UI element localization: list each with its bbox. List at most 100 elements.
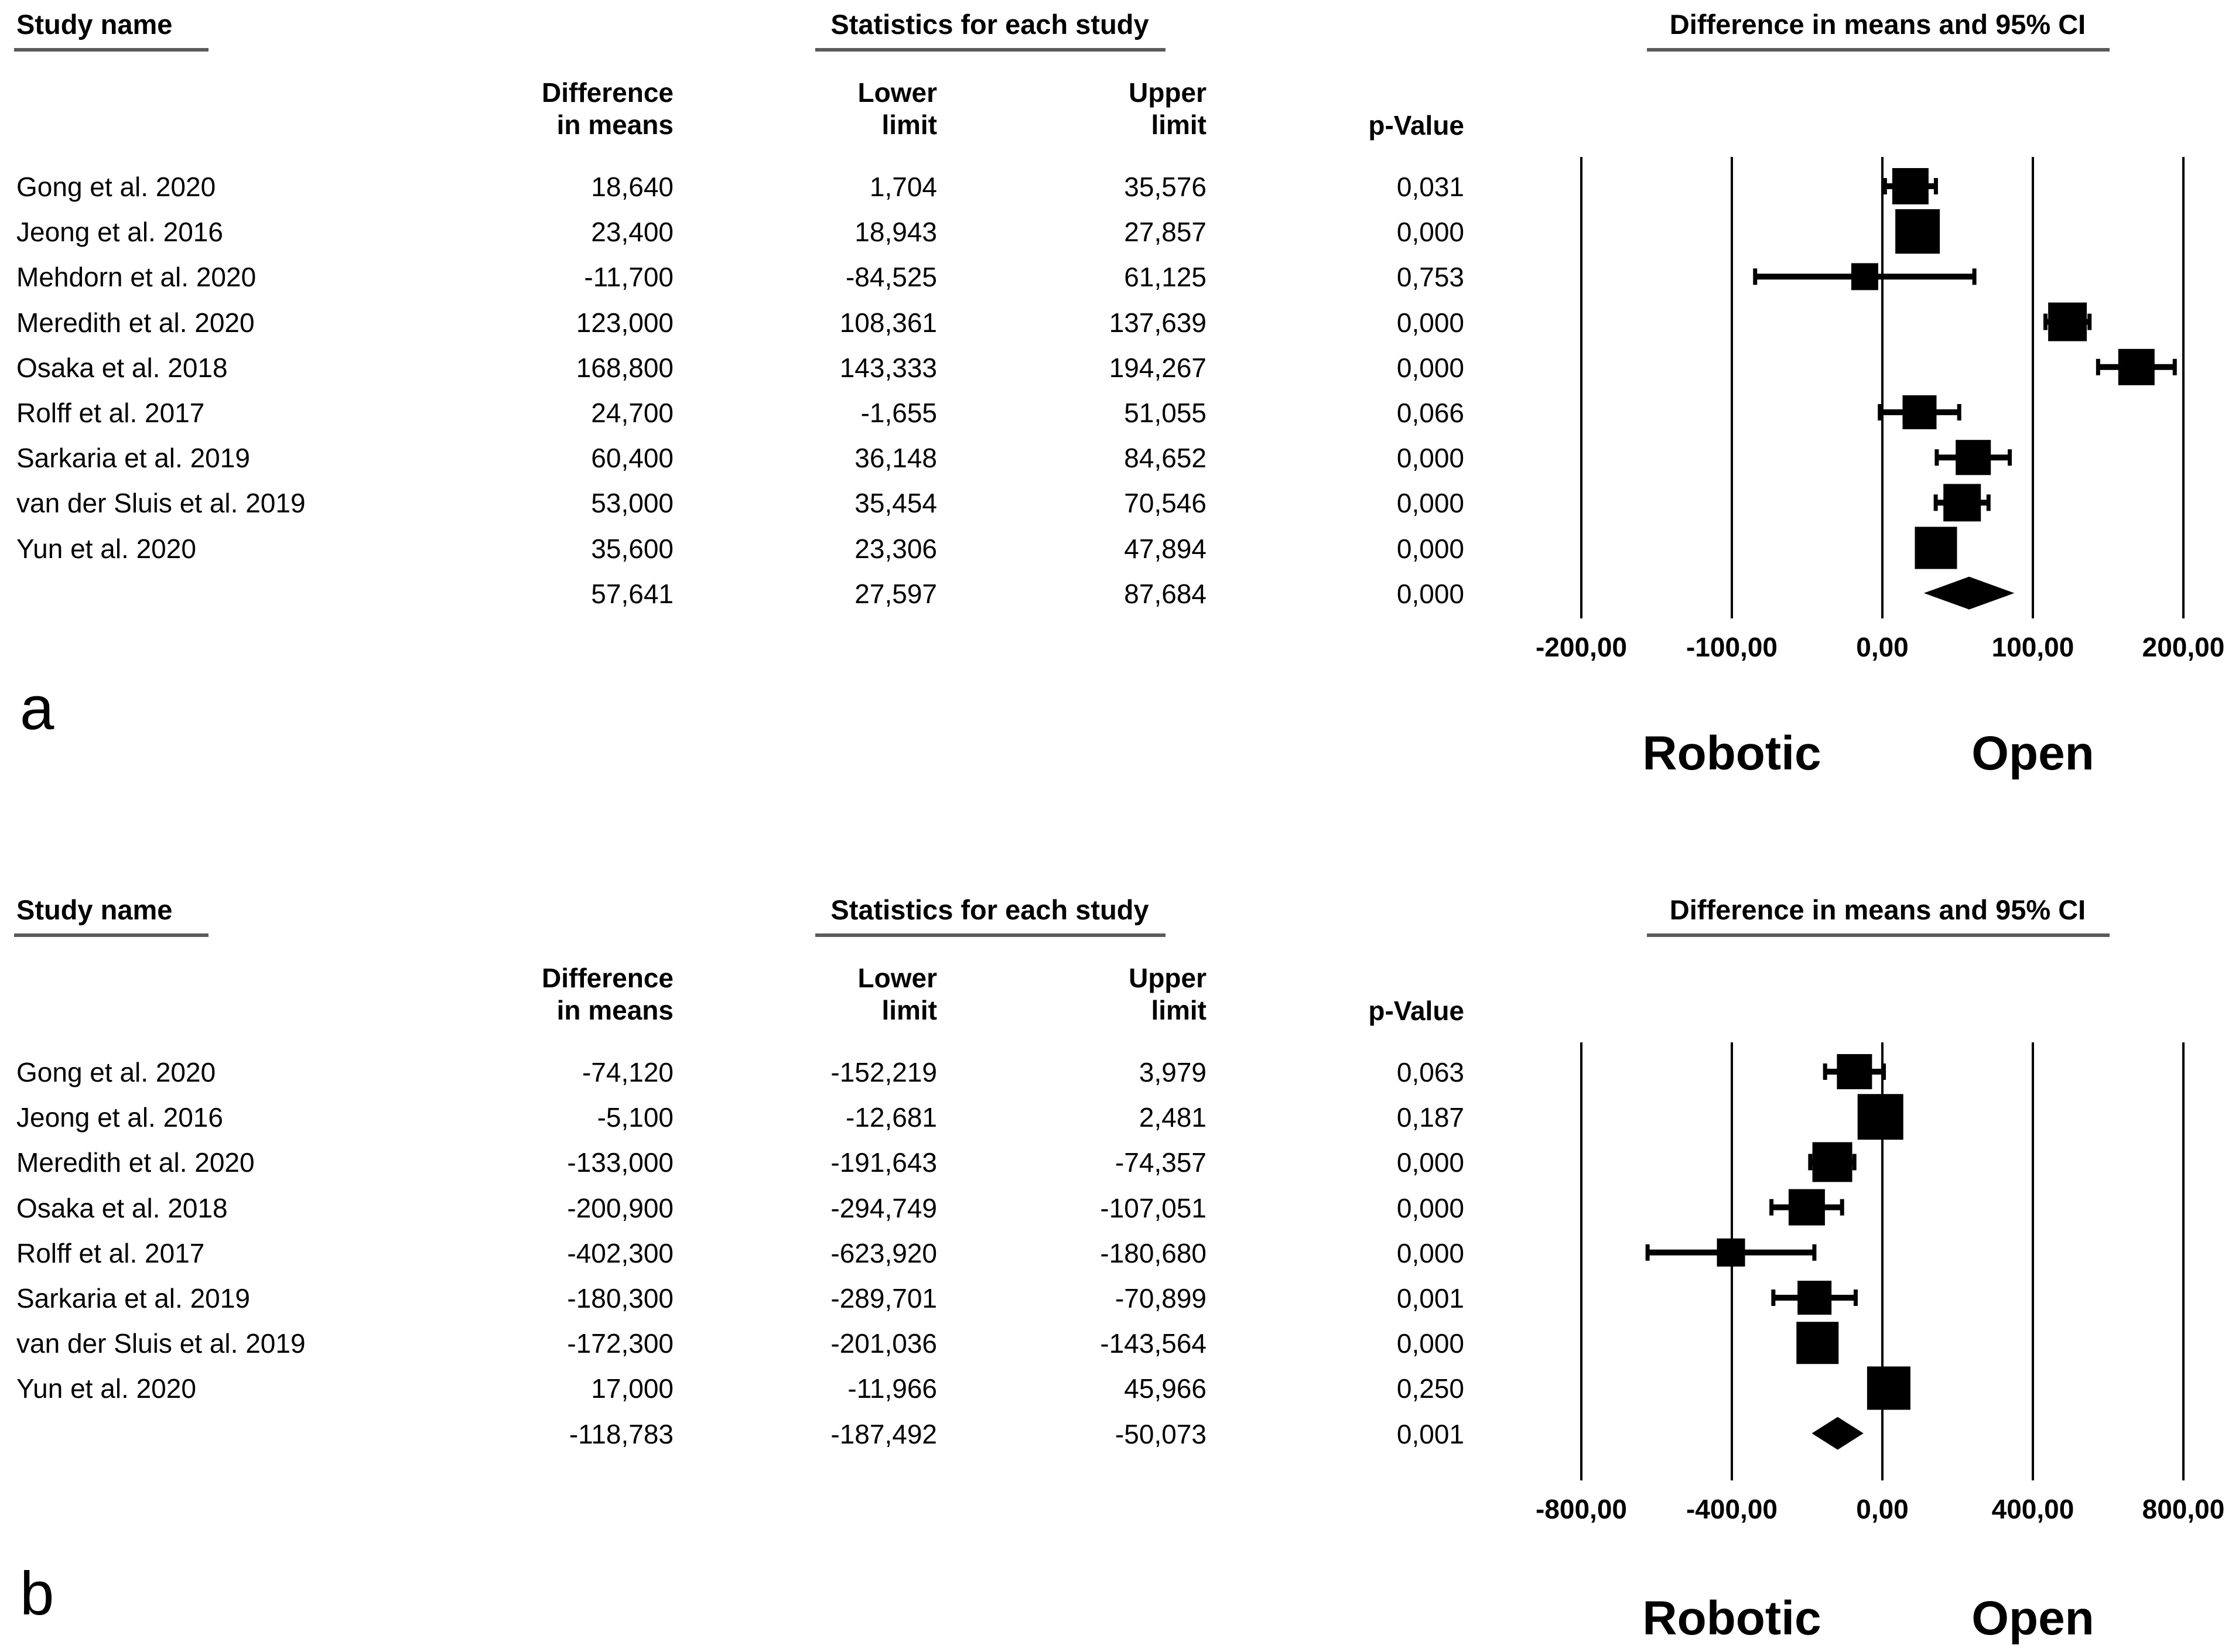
axis-tick-label: 800,00	[2142, 1494, 2225, 1524]
axis-tick-label: -200,00	[1535, 632, 1627, 662]
group-labels: Robotic Open	[0, 1591, 2232, 1652]
study-marker	[2048, 302, 2087, 341]
study-name: Gong et al. 2020	[16, 1057, 216, 1087]
study-marker	[1943, 484, 1981, 522]
upper-limit-value: 47,894	[1124, 533, 1206, 564]
table-row: Rolff et al. 2017 24,700 -1,655 51,055 0,066	[0, 395, 1529, 431]
axis-labels: -800,00 -400,00 0,00 400,00 800,00	[0, 1493, 2232, 1534]
p-value: 0,000	[1396, 488, 1464, 519]
lower-limit-value: 23,306	[854, 533, 937, 564]
overall-difference-value: 57,641	[591, 578, 674, 609]
upper-limit-value: -180,680	[1100, 1237, 1206, 1268]
group-labels: Robotic Open	[0, 726, 2232, 791]
study-name: Meredith et al. 2020	[16, 307, 255, 338]
column-header-line: Upper	[1129, 77, 1206, 108]
overall-row: -118,783 -187,492 -50,073 0,001	[0, 1416, 1529, 1452]
lower-limit-value: 143,333	[839, 352, 937, 383]
p-value: 0,250	[1396, 1373, 1464, 1404]
study-name-header: Study name	[16, 9, 173, 40]
p-value: 0,001	[1396, 1283, 1464, 1314]
lower-limit-value: -201,036	[830, 1328, 937, 1359]
column-header-line: Difference	[542, 77, 674, 108]
study-name: Sarkaria et al. 2019	[16, 1283, 250, 1314]
group-label-left: Robotic	[1642, 727, 1821, 780]
upper-limit-value: -143,564	[1100, 1328, 1206, 1359]
upper-limit-value: 35,576	[1124, 172, 1206, 202]
overall-p-value: 0,001	[1396, 1418, 1464, 1449]
panel-letter: a	[20, 674, 54, 743]
p-value: 0,066	[1396, 398, 1464, 428]
difference-in-means-value: 35,600	[591, 533, 674, 564]
column-header-p-value: p-Value	[1318, 110, 1464, 142]
upper-limit-value: 70,546	[1124, 488, 1206, 519]
table-row: Rolff et al. 2017 -402,300 -623,920 -180,68…	[0, 1235, 1529, 1271]
lower-limit-value: -84,525	[845, 262, 937, 293]
column-header-difference-in-means: Difference in means	[486, 77, 674, 141]
axis-labels: -200,00 -100,00 0,00 100,00 200,00	[0, 631, 2232, 672]
ci-underline	[1647, 933, 2110, 937]
study-name: Gong et al. 2020	[16, 172, 216, 202]
study-marker	[1797, 1281, 1832, 1315]
p-value: 0,000	[1396, 307, 1464, 338]
column-header-line: Lower	[857, 77, 937, 108]
study-name: Yun et al. 2020	[16, 1373, 196, 1404]
axis-tick-label: 200,00	[2142, 632, 2225, 662]
lower-limit-value: -1,655	[860, 398, 937, 428]
lower-limit-value: -294,749	[830, 1192, 937, 1223]
study-name: Osaka et al. 2018	[16, 1192, 228, 1223]
table-row: Osaka et al. 2018 168,800 143,333 194,267 0,…	[0, 350, 1529, 386]
study-marker	[1956, 440, 1991, 476]
axis-tick-label: 0,00	[1856, 1494, 1909, 1524]
group-label-right: Open	[1971, 727, 2094, 780]
group-label-left: Robotic	[1642, 1592, 1821, 1645]
axis-tick-label: -100,00	[1686, 632, 1778, 662]
difference-in-means-value: -180,300	[567, 1283, 674, 1314]
table-row: Mehdorn et al. 2020 -11,700 -84,525 61,125 0…	[0, 259, 1529, 295]
study-marker	[1717, 1238, 1745, 1267]
stats-header: Statistics for each study	[830, 894, 1149, 925]
table-row: Gong et al. 2020 -74,120 -152,219 3,979 0,06…	[0, 1054, 1529, 1090]
study-name: van der Sluis et al. 2019	[16, 1328, 306, 1359]
study-marker	[2118, 348, 2155, 385]
p-value: 0,000	[1396, 217, 1464, 248]
study-marker	[1895, 209, 1940, 254]
table-row: Meredith et al. 2020 123,000 108,361 137,63…	[0, 305, 1529, 341]
study-name-header: Study name	[16, 894, 173, 925]
study-marker	[1837, 1054, 1872, 1089]
study-name: Jeong et al. 2016	[16, 1102, 223, 1133]
column-header-line: limit	[1151, 995, 1206, 1025]
difference-in-means-value: 168,800	[576, 352, 674, 383]
table-row: Jeong et al. 2016 -5,100 -12,681 2,481 0,187	[0, 1099, 1529, 1135]
column-header-lower-limit: Lower limit	[820, 962, 937, 1027]
difference-in-means-value: 123,000	[576, 307, 674, 338]
forest-panel-b: Study name Statistics for each study Dif…	[0, 885, 2232, 1652]
study-name: Meredith et al. 2020	[16, 1147, 255, 1178]
overall-upper-limit-value: -50,073	[1115, 1418, 1206, 1449]
p-value: 0,000	[1396, 533, 1464, 564]
ci-header: Difference in means and 95% CI	[1669, 894, 2086, 925]
difference-in-means-value: -200,900	[567, 1192, 674, 1223]
lower-limit-value: -12,681	[845, 1102, 937, 1133]
difference-in-means-value: 53,000	[591, 488, 674, 519]
table-row: Jeong et al. 2016 23,400 18,943 27,857 0,000	[0, 214, 1529, 250]
column-header-difference-in-means: Difference in means	[486, 962, 674, 1027]
column-header-line: in means	[556, 995, 674, 1025]
study-marker	[1857, 1094, 1903, 1140]
column-header-line: Upper	[1129, 963, 1206, 993]
table-row: Sarkaria et al. 2019 -180,300 -289,701 -70,…	[0, 1280, 1529, 1316]
upper-limit-value: 84,652	[1124, 443, 1206, 474]
column-header-upper-limit: Upper limit	[1089, 962, 1206, 1027]
upper-limit-value: 27,857	[1124, 217, 1206, 248]
lower-limit-value: -11,966	[847, 1373, 937, 1404]
forest-plot-canvas	[1580, 1042, 2185, 1480]
overall-upper-limit-value: 87,684	[1124, 578, 1206, 609]
study-name: van der Sluis et al. 2019	[16, 488, 306, 519]
overall-diamond	[1811, 1417, 1864, 1450]
axis-tick-label: 100,00	[1991, 632, 2074, 662]
study-name: Sarkaria et al. 2019	[16, 443, 250, 474]
upper-limit-value: 194,267	[1109, 352, 1206, 383]
table-row: Gong et al. 2020 18,640 1,704 35,576 0,031	[0, 169, 1529, 205]
table-row: van der Sluis et al. 2019 -172,300 -201,03…	[0, 1325, 1529, 1362]
lower-limit-value: -152,219	[830, 1057, 937, 1087]
